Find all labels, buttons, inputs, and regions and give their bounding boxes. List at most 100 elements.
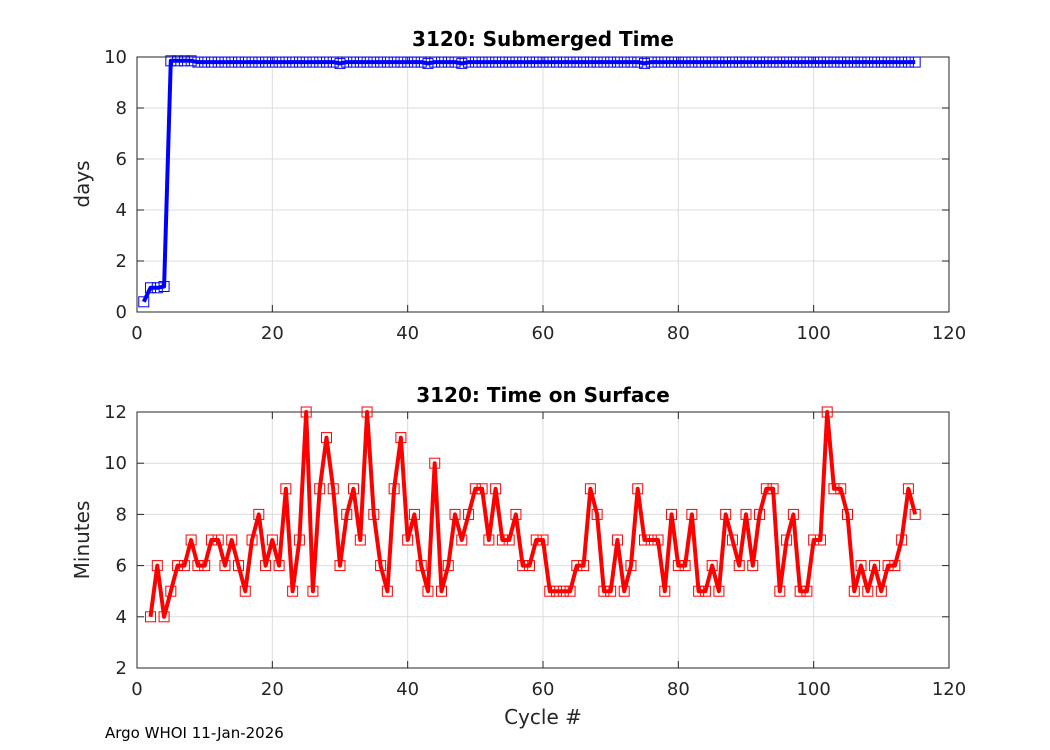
surface-data-point — [774, 585, 786, 597]
surface-data-point — [902, 483, 914, 495]
submerged-data-point — [747, 56, 759, 68]
submerged-data-point — [591, 56, 603, 68]
surface-data-point — [611, 534, 623, 546]
surface-data-point — [530, 534, 542, 546]
submerged-data-point — [889, 56, 901, 68]
surface-data-point — [896, 534, 908, 546]
surface-data-point — [327, 483, 339, 495]
submerged-data-point — [165, 55, 177, 67]
submerged-x-tick-label: 120 — [932, 323, 966, 344]
surface-time-chart: 0 20 40 60 80 100 120 2 4 6 8 10 12 3120: Time on Su… — [70, 383, 966, 729]
surface-data-point — [645, 534, 657, 546]
surface-y-tick-label: 12 — [104, 402, 127, 423]
submerged-data-point — [869, 56, 881, 68]
surface-data-point — [713, 585, 725, 597]
submerged-data-point — [199, 56, 211, 68]
submerged-data-point — [151, 282, 163, 294]
surface-data-point — [835, 483, 847, 495]
surface-data-point — [266, 534, 278, 546]
surface-data-point — [293, 534, 305, 546]
surface-data-point — [233, 560, 244, 572]
surface-data-point — [192, 560, 204, 572]
submerged-data-point — [273, 56, 285, 68]
submerged-data-point — [842, 56, 853, 68]
surface-x-tick-label: 120 — [932, 679, 966, 700]
surface-data-point — [388, 483, 400, 495]
surface-data-point — [361, 406, 373, 418]
submerged-data-point — [469, 56, 481, 68]
surface-data-point — [814, 534, 826, 546]
submerged-data-point — [510, 56, 522, 68]
surface-data-point — [855, 560, 867, 572]
submerged-data-point — [875, 56, 887, 68]
surface-time-title: 3120: Time on Surface — [416, 383, 670, 407]
submerged-data-point — [327, 56, 339, 68]
submerged-data-point — [178, 55, 190, 67]
submerged-data-point — [814, 56, 826, 68]
submerged-data-point — [395, 56, 407, 68]
surface-data-point — [564, 585, 576, 597]
submerged-data-point — [408, 56, 420, 68]
surface-data-point — [212, 534, 224, 546]
surface-data-point — [679, 560, 691, 572]
surface-data-point — [693, 585, 705, 597]
submerged-data-point — [754, 56, 766, 68]
surface-data-point — [889, 560, 901, 572]
surface-data-point — [151, 560, 163, 572]
surface-data-point — [523, 560, 535, 572]
submerged-data-point — [226, 56, 238, 68]
surface-data-point — [219, 560, 231, 572]
surface-data-point — [726, 534, 738, 546]
submerged-data-point — [287, 56, 299, 68]
submerged-data-point — [158, 281, 170, 292]
surface-x-tick-label: 20 — [261, 679, 284, 700]
submerged-data-point — [496, 56, 508, 68]
surface-data-point — [639, 534, 650, 546]
submerged-data-point — [551, 56, 563, 68]
submerged-data-point — [598, 56, 610, 68]
submerged-y-tick-label: 4 — [116, 200, 127, 221]
surface-x-tick-label: 60 — [532, 679, 555, 700]
submerged-data-point — [896, 56, 908, 68]
submerged-data-point — [848, 56, 860, 68]
submerged-data-point — [172, 55, 184, 67]
submerged-data-point — [618, 56, 630, 68]
submerged-data-point — [659, 56, 671, 68]
surface-data-point — [909, 508, 921, 520]
submerged-data-point — [402, 56, 414, 68]
surface-data-point — [706, 560, 718, 572]
surface-data-point — [747, 560, 759, 572]
submerged-series-line — [141, 58, 916, 303]
surface-data-point — [280, 483, 292, 495]
submerged-data-point — [334, 57, 346, 69]
surface-data-point — [483, 534, 495, 546]
surface-data-point — [253, 508, 265, 520]
surface-data-point — [463, 508, 475, 520]
surface-y-tick-label: 10 — [104, 453, 127, 474]
footer-credit: Argo WHOI 11-Jan-2026 — [105, 724, 284, 742]
surface-data-point — [496, 534, 508, 546]
surface-data-point — [848, 585, 860, 597]
surface-data-point — [510, 508, 522, 520]
surface-data-point — [334, 560, 346, 572]
surface-data-point — [720, 508, 732, 520]
submerged-data-point — [145, 282, 157, 294]
submerged-x-tick-label: 100 — [796, 323, 830, 344]
submerged-data-point — [639, 57, 650, 69]
surface-data-point — [672, 560, 684, 572]
surface-data-point — [794, 585, 806, 597]
surface-x-tick-label: 80 — [667, 679, 690, 700]
surface-data-point — [456, 534, 468, 546]
surface-data-point — [158, 611, 170, 623]
submerged-data-point — [557, 56, 569, 68]
surface-data-point — [828, 483, 840, 495]
surface-data-point — [882, 560, 894, 572]
submerged-data-point — [760, 56, 772, 68]
surface-y-tick-label: 8 — [116, 504, 127, 525]
submerged-data-point — [361, 56, 373, 68]
submerged-data-point — [862, 56, 874, 68]
submerged-x-tick-label: 80 — [667, 323, 690, 344]
surface-data-point — [659, 585, 671, 597]
surface-data-point — [842, 508, 853, 520]
